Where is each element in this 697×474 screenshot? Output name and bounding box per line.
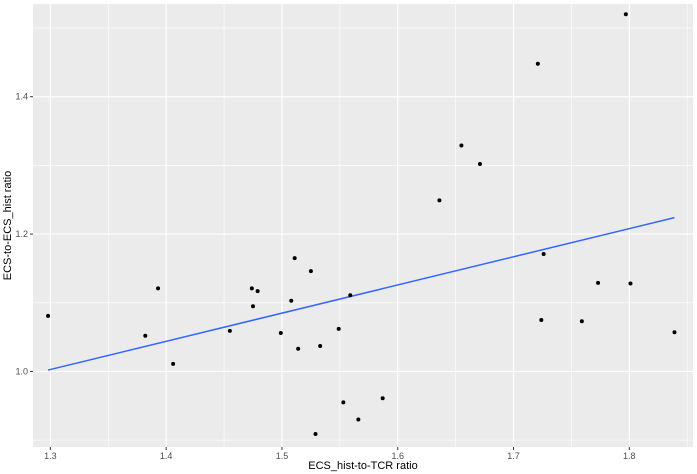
data-point [535,61,540,66]
data-point [292,256,297,261]
x-tick-label: 1.8 [623,451,636,461]
y-tick-label: 1.0 [15,366,28,376]
data-point [541,252,546,257]
data-point [289,298,294,303]
grid-minor [33,4,693,447]
y-axis-ticks: 1.0 1.2 1.4 [15,92,33,376]
data-point [143,333,148,338]
data-point [579,319,584,324]
regression-line [47,216,675,371]
data-point [171,361,176,366]
y-tick-label: 1.2 [15,229,28,239]
data-point [156,286,161,291]
x-tick-label: 1.6 [391,451,404,461]
data-point [308,269,313,274]
x-axis-ticks: 1.3 1.4 1.5 1.6 1.7 1.8 [44,447,636,461]
data-point [251,304,255,309]
data-point [623,12,628,17]
data-point [477,162,482,167]
data-point [437,198,442,203]
data-point [459,143,464,148]
points-layer [46,12,677,436]
data-point [336,326,341,331]
data-point [318,344,323,349]
plot-panel [33,4,693,447]
data-point [255,289,260,294]
data-point [596,280,601,285]
data-point [356,417,361,422]
data-point [46,313,51,318]
data-point [341,400,346,405]
data-point [348,293,353,298]
data-point [249,286,254,291]
data-point [296,346,301,351]
x-tick-label: 1.5 [276,451,289,461]
x-tick-label: 1.4 [160,451,173,461]
data-point [227,328,232,333]
fit-line-layer [47,216,675,371]
x-tick-label: 1.7 [507,451,520,461]
data-point [380,396,385,401]
data-point [672,330,677,335]
data-point [539,317,544,322]
data-point [628,281,633,286]
data-point [313,431,318,436]
x-axis-title: ECS_hist-to-TCR ratio [308,460,417,472]
x-tick-label: 1.3 [44,451,57,461]
y-tick-label: 1.4 [15,92,28,102]
grid-major [33,4,693,447]
data-point [278,330,283,335]
y-axis-title: ECS-to-ECS_hist ratio [2,171,14,280]
